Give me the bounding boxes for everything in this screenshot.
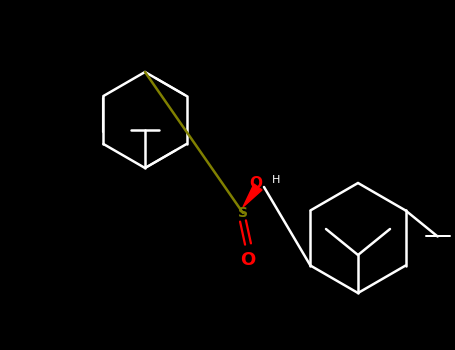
Text: O: O — [249, 175, 263, 190]
Text: H: H — [272, 175, 280, 185]
Polygon shape — [243, 184, 262, 207]
Text: S: S — [238, 206, 248, 220]
Text: O: O — [240, 251, 256, 269]
